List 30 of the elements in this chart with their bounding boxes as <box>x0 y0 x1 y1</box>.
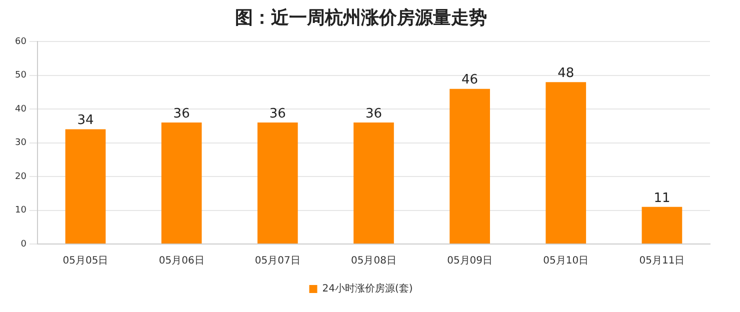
y-tick-label: 60 <box>15 36 27 47</box>
y-tick-label: 40 <box>15 104 27 114</box>
x-tick-label: 05月07日 <box>254 256 300 267</box>
bar <box>546 82 586 244</box>
x-tick-label: 05月06日 <box>158 256 204 267</box>
x-tick-label: 05月08日 <box>351 256 396 267</box>
y-tick-label: 20 <box>15 172 27 182</box>
y-tick-label: 0 <box>20 239 27 250</box>
y-tick-label: 10 <box>15 206 27 216</box>
bar <box>450 88 490 244</box>
bar <box>257 122 298 244</box>
bar <box>642 206 682 244</box>
data-label: 48 <box>558 66 574 81</box>
data-label: 34 <box>77 113 94 128</box>
x-tick-label: 05月09日 <box>447 256 493 267</box>
legend-label: 24小时涨价房源(套) <box>322 282 413 295</box>
data-label: 11 <box>654 190 670 206</box>
x-tick-label: 05月05日 <box>62 256 108 267</box>
data-label: 46 <box>462 72 478 88</box>
data-label: 36 <box>269 106 286 122</box>
bar <box>65 129 106 244</box>
data-label: 36 <box>365 106 382 122</box>
bar <box>161 122 202 244</box>
x-tick-label: 05月11日 <box>639 256 685 267</box>
bar <box>354 122 394 244</box>
x-tick-label: 05月10日 <box>543 256 589 267</box>
data-label: 36 <box>173 106 190 122</box>
chart-title: 图：近一周杭州涨价房源量走势 <box>235 7 487 28</box>
y-tick-label: 30 <box>15 138 27 148</box>
y-tick-label: 50 <box>15 70 27 81</box>
